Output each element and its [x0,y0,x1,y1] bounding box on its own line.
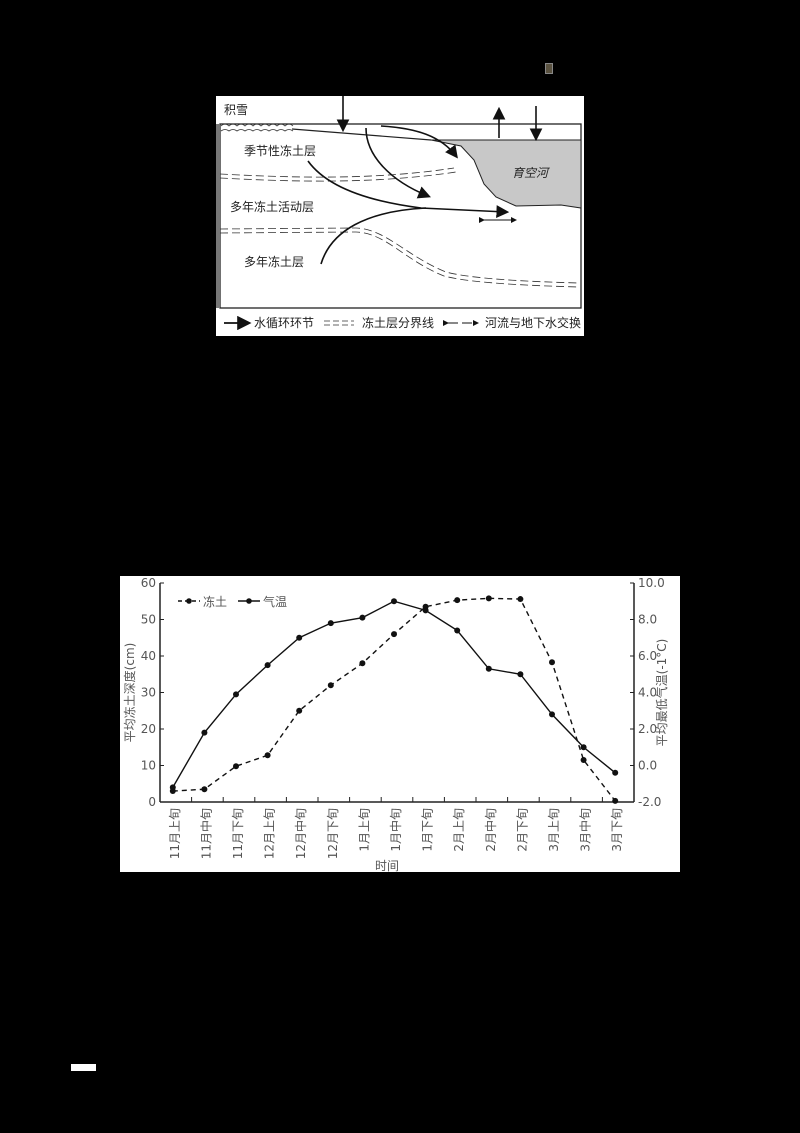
y2-tick-label: 8.0 [638,613,657,627]
data-point [264,662,271,669]
y2-tick-label: -2.0 [638,795,661,809]
y2-tick-label: 4.0 [638,686,657,700]
chart-svg: 0 10 20 30 40 50 60 -2.0 0.0 2.0 4.0 6.0 8.0 10.0 11月上… [122,576,669,872]
small-marker [545,63,553,74]
data-point [612,797,619,804]
data-point [359,660,366,667]
legend-frozen-boundary: 冻土层分界线 [362,315,434,330]
y-tick-label: 20 [141,722,156,736]
data-point [612,769,619,776]
bottom-bar [71,1064,96,1071]
y2-tick-label: 10.0 [638,576,665,590]
x-tick-label: 1月中旬 [388,808,403,852]
y-tick-label: 10 [141,759,156,773]
y2-axis-label: 平均最低气温(-1°C) [654,639,669,747]
data-point [201,786,208,793]
data-point [580,757,587,764]
x-tick-label: 2月中旬 [483,808,498,852]
data-point [233,691,239,698]
x-tick-label: 3月中旬 [578,808,593,852]
data-point [580,744,587,751]
x-tick-label: 11月上旬 [168,808,182,859]
y-tick-label: 30 [141,686,156,700]
data-point [201,729,208,736]
frozen-soil-temperature-chart: 0 10 20 30 40 50 60 -2.0 0.0 2.0 4.0 6.0 8.0 10.0 11月上… [120,576,680,872]
data-point [296,707,303,714]
label-permafrost-layer: 多年冻土层 [244,254,304,269]
x-tick-label: 3月下旬 [610,808,624,852]
data-point [359,614,366,621]
data-point [391,598,397,605]
label-seasonal-frozen-layer: 季节性冻土层 [244,143,316,158]
data-point [422,607,429,614]
permafrost-hydrology-diagram: 积雪 季节性冻土层 多年冻土活动层 多年冻土层 育空河 水循环环节 冻土层分界线… [216,96,584,336]
data-point [233,763,239,770]
data-point [549,711,555,718]
y-tick-label: 40 [141,649,156,663]
x-tick-label: 3月上旬 [547,808,561,852]
legend-river-groundwater-exchange: 河流与地下水交换 [485,315,581,330]
x-tick-label: 1月上旬 [357,808,371,852]
y2-tick-label: 0.0 [638,759,657,773]
series-line-气温 [172,600,616,788]
data-point [391,631,397,638]
y-axis-label: 平均冻土深度(cm) [122,643,137,743]
legend-water-cycle: 水循环环节 [254,316,314,330]
data-point [454,597,461,604]
legend-label: 气温 [263,594,287,609]
x-tick-label: 11月中旬 [198,808,213,859]
data-point [485,665,492,672]
legend-label: 冻土 [203,594,227,609]
diagram-svg: 积雪 季节性冻土层 多年冻土活动层 多年冻土层 育空河 水循环环节 冻土层分界线… [216,96,582,331]
x-tick-label: 12月上旬 [263,808,277,859]
x-tick-label: 2月上旬 [452,808,466,852]
data-point [549,659,555,666]
label-snow: 积雪 [224,103,248,117]
y-tick-label: 0 [148,795,156,809]
y2-tick-label: 6.0 [638,649,657,663]
x-tick-label: 12月中旬 [293,808,308,859]
data-point [517,596,524,603]
x-axis-label: 时间 [375,859,399,872]
data-point [517,671,524,678]
x-tick-label: 2月下旬 [515,808,529,852]
data-point [327,620,334,627]
data-point [169,784,176,791]
x-tick-label: 1月下旬 [421,808,435,852]
y-tick-label: 60 [141,576,156,590]
data-point [327,682,334,689]
y-tick-label: 50 [141,613,156,627]
data-point [454,627,461,634]
x-tick-label: 12月下旬 [326,808,340,859]
x-tick-label: 11月下旬 [231,808,245,859]
data-point [485,595,492,602]
y2-tick-label: 2.0 [638,722,657,736]
label-river: 育空河 [512,166,550,180]
data-point [296,634,303,641]
data-point [264,752,271,759]
series-line-冻土 [172,597,616,802]
label-active-layer: 多年冻土活动层 [230,199,314,214]
